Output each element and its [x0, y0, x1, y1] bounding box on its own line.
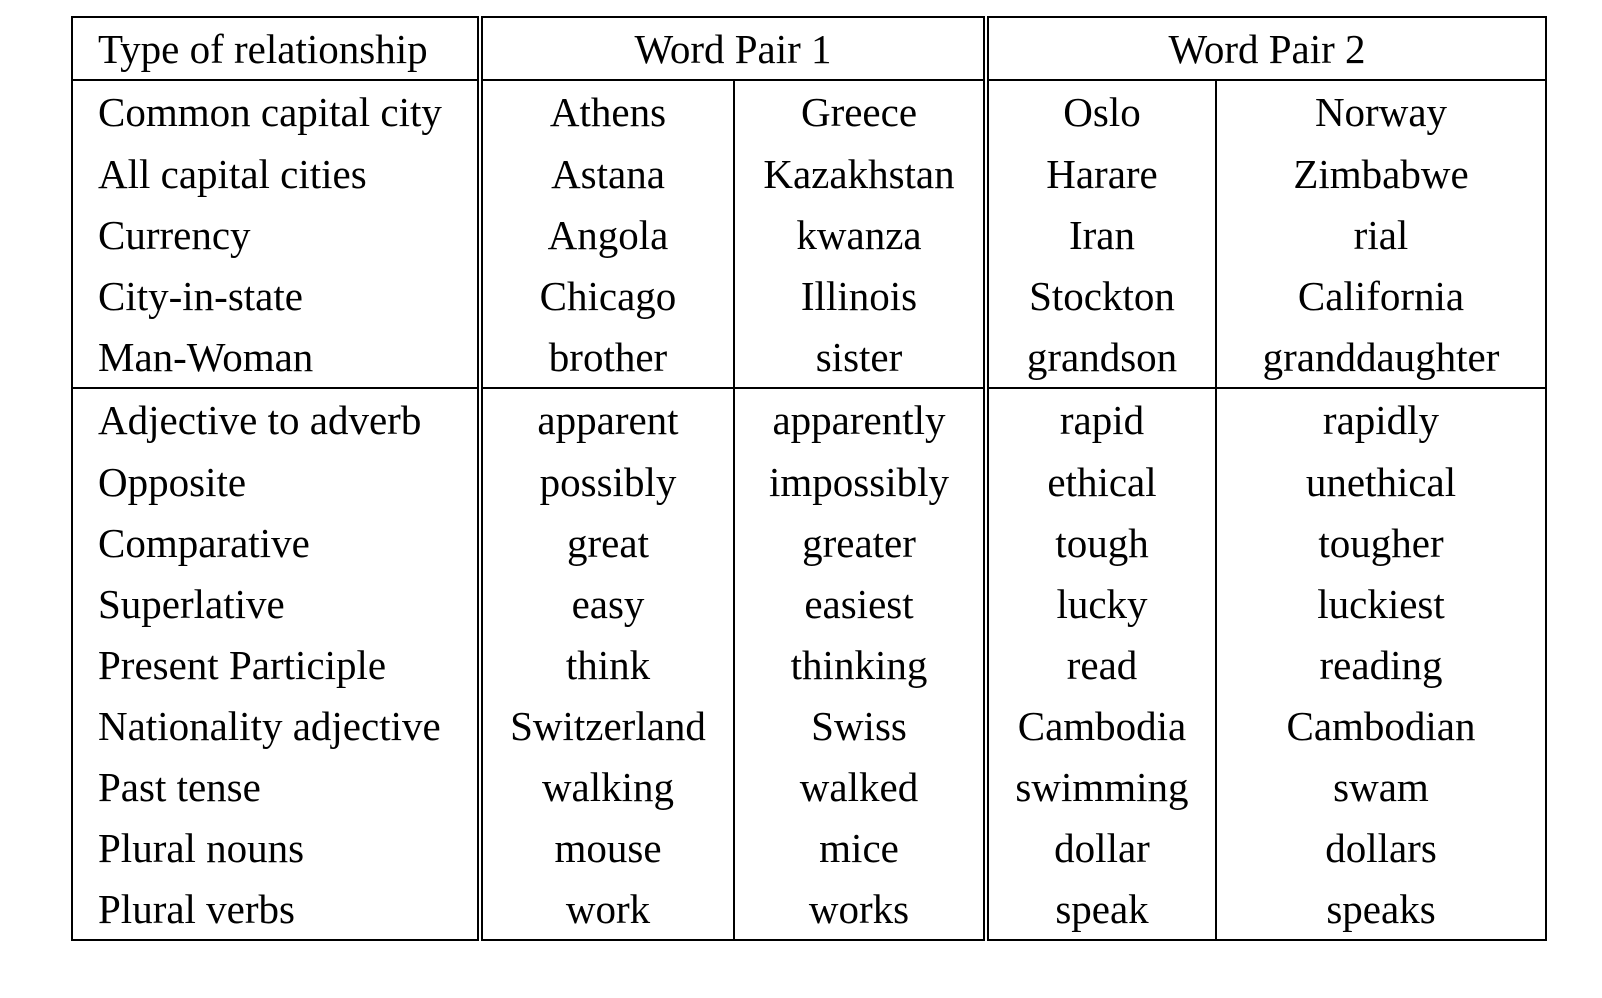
word-pair-1-second-cell: impossibly: [734, 451, 989, 512]
word-pair-2-first-cell: Oslo: [986, 80, 1217, 143]
table-row: Plural nouns mouse mice dollar dollars: [71, 817, 1547, 878]
syntactic-section: Adjective to adverb apparent apparently rap…: [71, 388, 1547, 941]
relationship-type-cell: Currency: [71, 204, 483, 265]
word-pair-2-first-cell: grandson: [986, 326, 1217, 389]
word-pair-2-first-cell: rapid: [986, 388, 1217, 451]
word-pair-2-first-cell: Stockton: [986, 265, 1217, 326]
relationship-table: Type of relationship Word Pair 1 Word Pa…: [71, 16, 1547, 941]
word-pair-1-first-cell: easy: [480, 573, 735, 634]
word-pair-2-first-cell: Cambodia: [986, 695, 1217, 756]
table-row: Adjective to adverb apparent apparently rap…: [71, 388, 1547, 451]
word-pair-2-first-cell: Iran: [986, 204, 1217, 265]
table-row: Currency Angola kwanza Iran rial: [71, 204, 1547, 265]
word-pair-2-second-cell: tougher: [1216, 512, 1547, 573]
word-pair-1-second-cell: mice: [734, 817, 989, 878]
word-pair-1-first-cell: Chicago: [480, 265, 735, 326]
word-pair-1-second-cell: Swiss: [734, 695, 989, 756]
table-row: Common capital city Athens Greece Oslo Norwa…: [71, 80, 1547, 143]
word-pair-1-first-cell: possibly: [480, 451, 735, 512]
word-pair-2-first-cell: ethical: [986, 451, 1217, 512]
word-pair-2-first-cell: speak: [986, 878, 1217, 941]
relationship-type-cell: Nationality adjective: [71, 695, 483, 756]
relationship-type-cell: Adjective to adverb: [71, 388, 483, 451]
word-pair-1-first-cell: Angola: [480, 204, 735, 265]
table-row: Opposite possibly impossibly ethical unethic…: [71, 451, 1547, 512]
word-pair-1-second-cell: thinking: [734, 634, 989, 695]
word-pair-2-second-cell: dollars: [1216, 817, 1547, 878]
table-row: City-in-state Chicago Illinois Stockton Cali…: [71, 265, 1547, 326]
word-pair-2-first-cell: dollar: [986, 817, 1217, 878]
word-pair-1-first-cell: apparent: [480, 388, 735, 451]
word-pair-2-second-cell: Norway: [1216, 80, 1547, 143]
table-row: Present Participle think thinking read readi…: [71, 634, 1547, 695]
relationship-type-cell: Opposite: [71, 451, 483, 512]
relationship-type-cell: Man-Woman: [71, 326, 483, 389]
relationship-table-container: Type of relationship Word Pair 1 Word Pa…: [71, 16, 1547, 941]
relationship-type-cell: Plural verbs: [71, 878, 483, 941]
header-word-pair-2: Word Pair 2: [986, 16, 1547, 81]
word-pair-1-second-cell: sister: [734, 326, 989, 389]
word-pair-2-second-cell: granddaughter: [1216, 326, 1547, 389]
word-pair-1-second-cell: kwanza: [734, 204, 989, 265]
word-pair-2-second-cell: rial: [1216, 204, 1547, 265]
semantic-section: Common capital city Athens Greece Oslo Norwa…: [71, 80, 1547, 389]
word-pair-1-second-cell: works: [734, 878, 989, 941]
word-pair-2-second-cell: rapidly: [1216, 388, 1547, 451]
word-pair-1-first-cell: Switzerland: [480, 695, 735, 756]
table-row: Past tense walking walked swimming swam: [71, 756, 1547, 817]
word-pair-1-first-cell: brother: [480, 326, 735, 389]
relationship-type-cell: Past tense: [71, 756, 483, 817]
word-pair-1-second-cell: walked: [734, 756, 989, 817]
relationship-type-cell: City-in-state: [71, 265, 483, 326]
word-pair-1-second-cell: easiest: [734, 573, 989, 634]
word-pair-1-first-cell: work: [480, 878, 735, 941]
relationship-type-cell: Superlative: [71, 573, 483, 634]
word-pair-2-second-cell: Zimbabwe: [1216, 143, 1547, 204]
word-pair-1-first-cell: Astana: [480, 143, 735, 204]
word-pair-2-second-cell: Cambodian: [1216, 695, 1547, 756]
word-pair-2-first-cell: lucky: [986, 573, 1217, 634]
word-pair-2-second-cell: swam: [1216, 756, 1547, 817]
word-pair-2-second-cell: reading: [1216, 634, 1547, 695]
word-pair-2-first-cell: Harare: [986, 143, 1217, 204]
word-pair-1-second-cell: Illinois: [734, 265, 989, 326]
word-pair-1-second-cell: Kazakhstan: [734, 143, 989, 204]
word-pair-2-second-cell: unethical: [1216, 451, 1547, 512]
header-row: Type of relationship Word Pair 1 Word Pa…: [71, 16, 1547, 81]
table-row: Man-Woman brother sister grandson granddaugh…: [71, 326, 1547, 389]
word-pair-1-first-cell: mouse: [480, 817, 735, 878]
word-pair-2-first-cell: tough: [986, 512, 1217, 573]
relationship-type-cell: Common capital city: [71, 80, 483, 143]
word-pair-2-second-cell: luckiest: [1216, 573, 1547, 634]
relationship-type-cell: Comparative: [71, 512, 483, 573]
relationship-type-cell: Present Participle: [71, 634, 483, 695]
word-pair-1-first-cell: great: [480, 512, 735, 573]
relationship-type-cell: Plural nouns: [71, 817, 483, 878]
word-pair-2-second-cell: California: [1216, 265, 1547, 326]
table-row: Superlative easy easiest lucky luckiest: [71, 573, 1547, 634]
header-type-of-relationship: Type of relationship: [71, 16, 483, 81]
table-row: All capital cities Astana Kazakhstan Harare…: [71, 143, 1547, 204]
header-word-pair-1: Word Pair 1: [480, 16, 989, 81]
word-pair-1-second-cell: Greece: [734, 80, 989, 143]
table-row: Comparative great greater tough tougher: [71, 512, 1547, 573]
word-pair-1-second-cell: greater: [734, 512, 989, 573]
word-pair-1-second-cell: apparently: [734, 388, 989, 451]
word-pair-2-second-cell: speaks: [1216, 878, 1547, 941]
relationship-type-cell: All capital cities: [71, 143, 483, 204]
word-pair-2-first-cell: read: [986, 634, 1217, 695]
word-pair-1-first-cell: Athens: [480, 80, 735, 143]
table-row: Nationality adjective Switzerland Swiss Cam…: [71, 695, 1547, 756]
word-pair-1-first-cell: think: [480, 634, 735, 695]
word-pair-1-first-cell: walking: [480, 756, 735, 817]
word-pair-2-first-cell: swimming: [986, 756, 1217, 817]
table-header: Type of relationship Word Pair 1 Word Pa…: [71, 16, 1547, 81]
table-row: Plural verbs work works speak speaks: [71, 878, 1547, 941]
